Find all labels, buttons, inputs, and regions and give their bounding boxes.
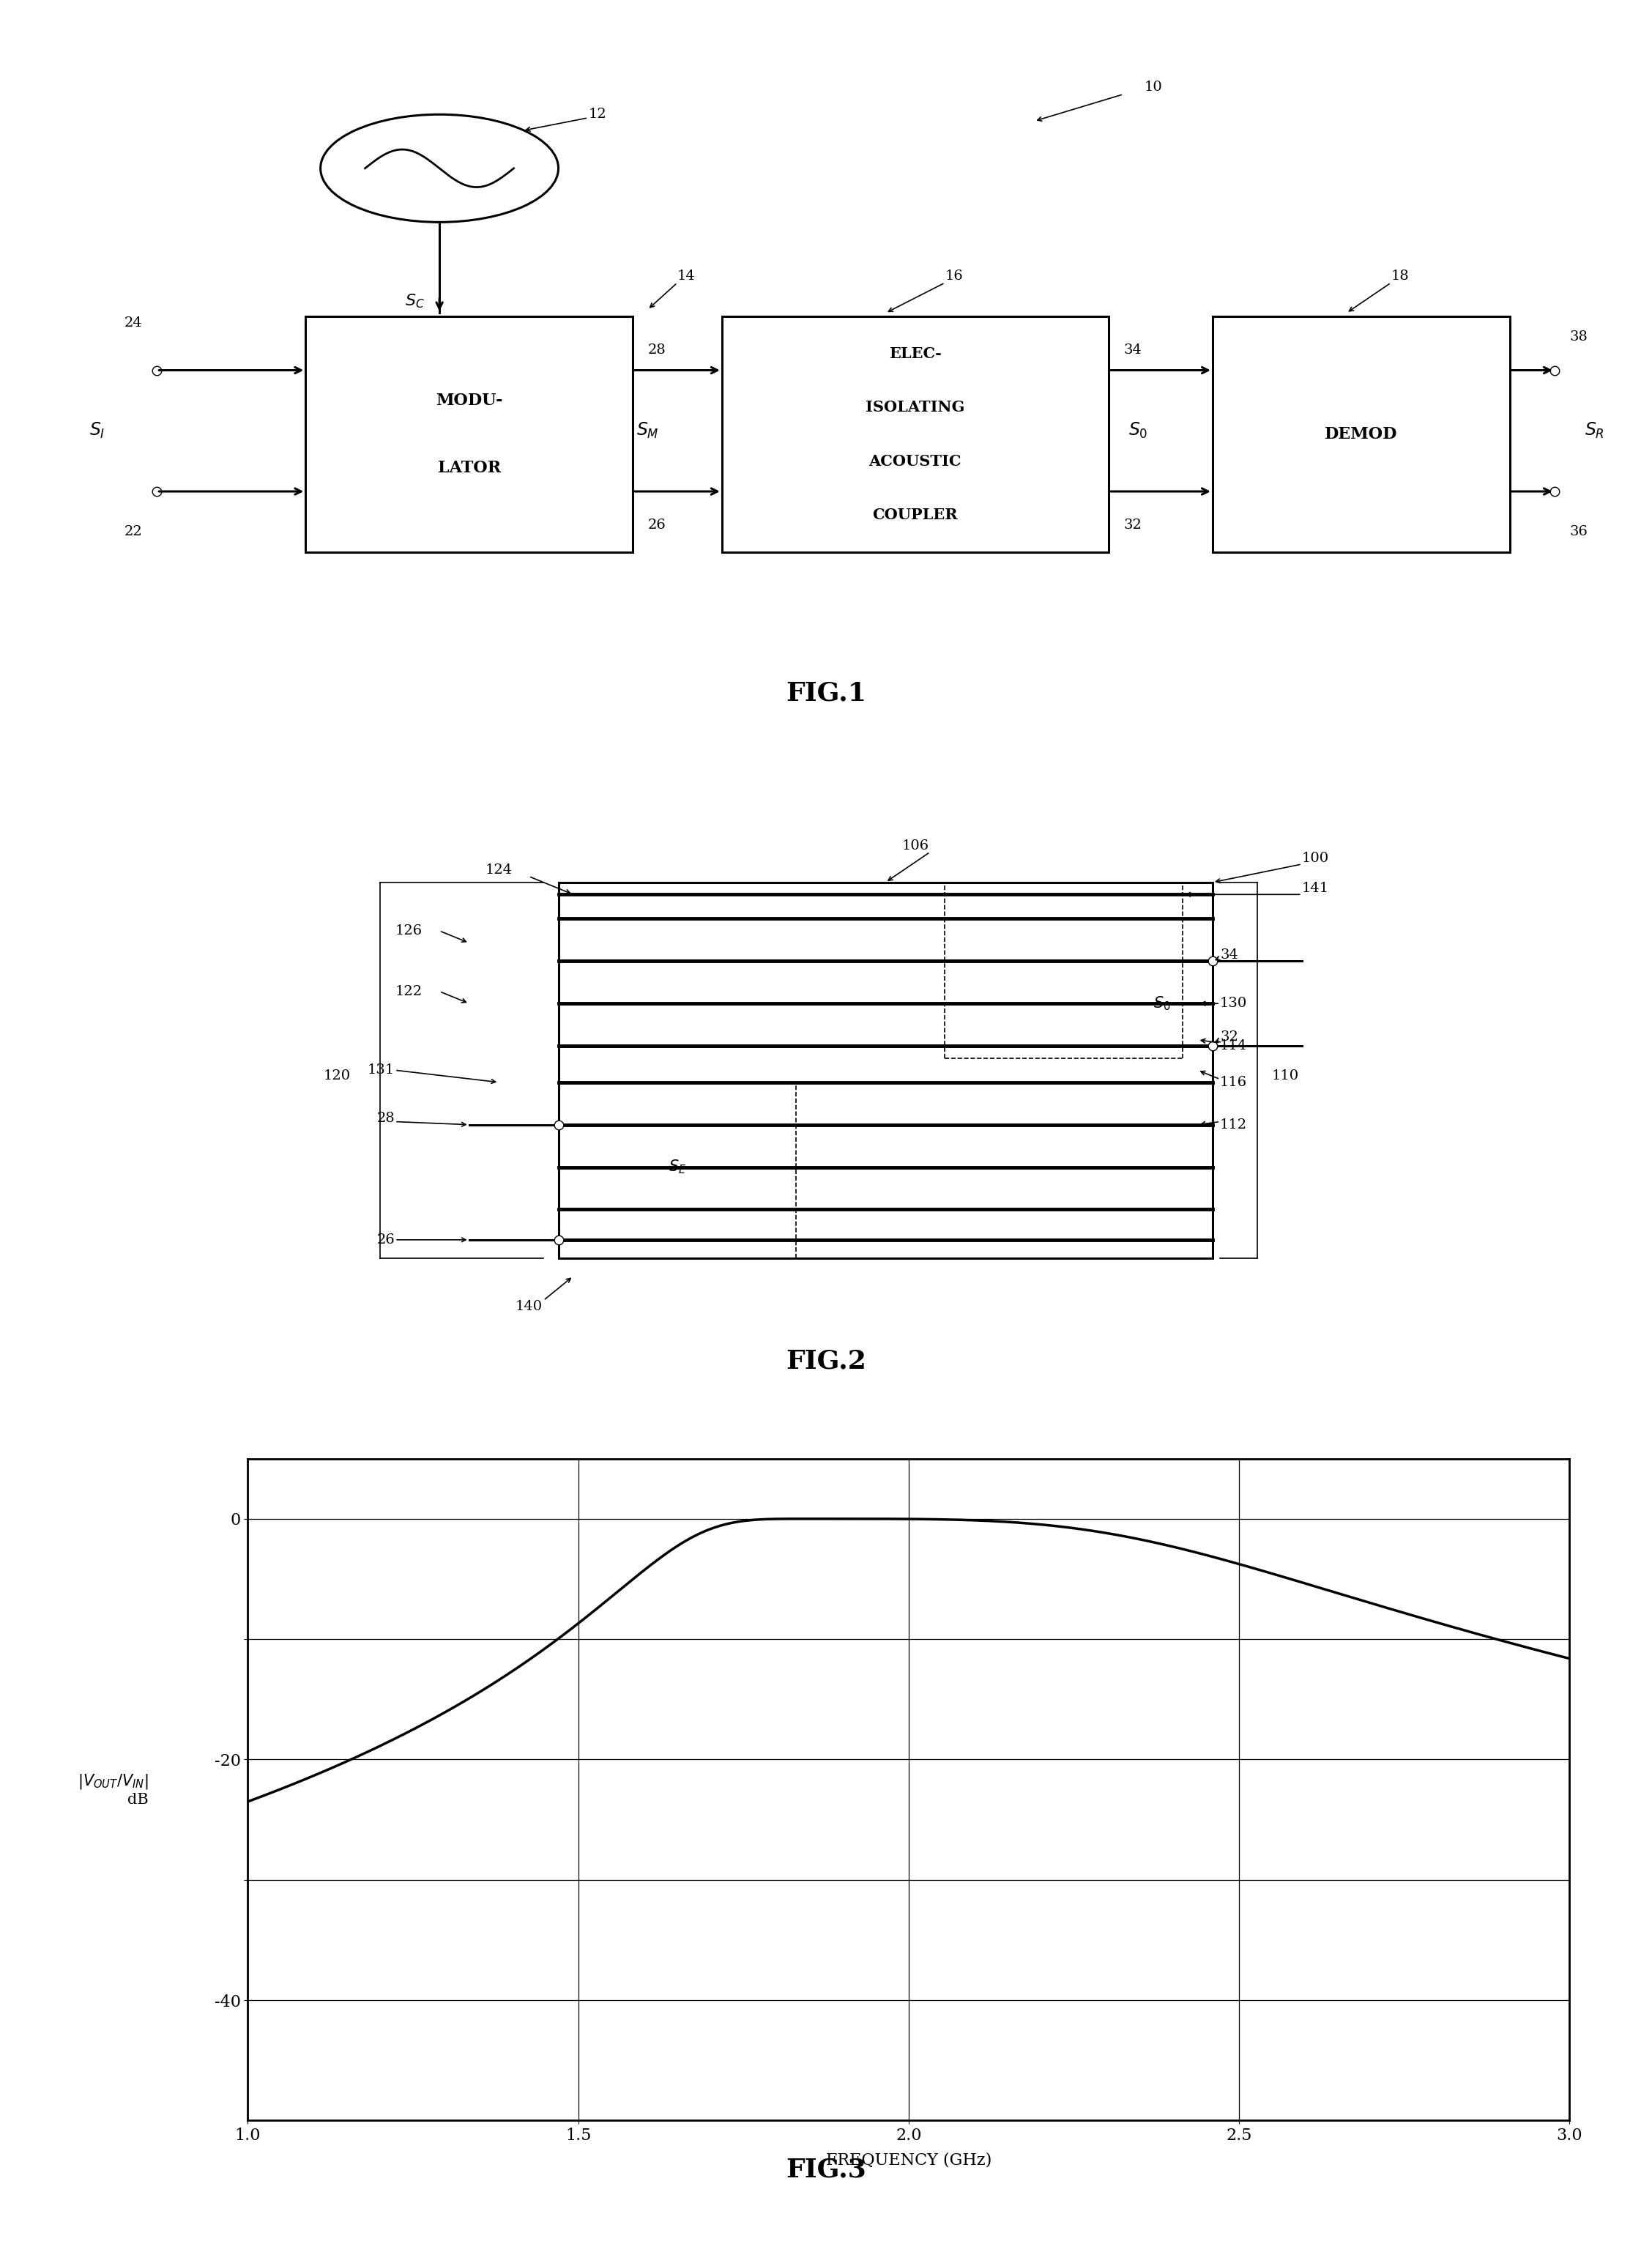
Text: ACOUSTIC: ACOUSTIC	[869, 453, 961, 469]
Text: 26: 26	[377, 1234, 395, 1245]
Text: 22: 22	[124, 525, 142, 539]
Text: ELEC-: ELEC-	[889, 346, 942, 361]
Text: 34: 34	[1123, 343, 1142, 357]
Text: 114: 114	[1219, 1039, 1247, 1052]
Text: 106: 106	[902, 839, 928, 853]
Text: 130: 130	[1219, 996, 1247, 1010]
Bar	[1213, 316, 1510, 552]
Text: 10: 10	[1145, 81, 1161, 94]
Text: 100: 100	[1302, 850, 1328, 864]
Y-axis label: $|V_{OUT}/V_{IN}|$
dB: $|V_{OUT}/V_{IN}|$ dB	[78, 1773, 149, 1806]
Text: FIG.3: FIG.3	[786, 2156, 866, 2183]
Text: MODU-: MODU-	[436, 393, 502, 408]
Text: 34: 34	[1219, 949, 1239, 963]
Bar	[722, 316, 1108, 552]
Text: 32: 32	[1219, 1030, 1239, 1043]
Text: 110: 110	[1272, 1070, 1298, 1084]
Text: 112: 112	[1219, 1118, 1247, 1131]
Text: 26: 26	[648, 518, 666, 532]
Text: DEMOD: DEMOD	[1325, 426, 1398, 442]
Text: 24: 24	[124, 316, 142, 330]
Text: 141: 141	[1302, 882, 1328, 895]
Text: 18: 18	[1391, 269, 1409, 283]
Text: $S_I$: $S_I$	[89, 422, 106, 440]
Text: 38: 38	[1569, 330, 1588, 343]
Text: 126: 126	[395, 925, 421, 938]
Text: 140: 140	[515, 1299, 542, 1313]
Text: $S_M$: $S_M$	[636, 422, 659, 440]
Text: 32: 32	[1123, 518, 1142, 532]
Text: 124: 124	[486, 864, 512, 877]
Bar	[306, 316, 633, 552]
Bar	[558, 882, 1213, 1259]
Text: 116: 116	[1219, 1075, 1247, 1088]
Text: 14: 14	[677, 269, 695, 283]
Text: 28: 28	[377, 1113, 395, 1124]
Text: $S_0$: $S_0$	[1128, 422, 1148, 440]
Text: 122: 122	[395, 985, 421, 999]
Text: $S_C$: $S_C$	[405, 292, 425, 310]
Circle shape	[320, 114, 558, 222]
Text: $S_R$: $S_R$	[1584, 422, 1604, 440]
Text: $S_E$: $S_E$	[669, 1158, 686, 1176]
Text: ISOLATING: ISOLATING	[866, 399, 965, 415]
Text: FIG.1: FIG.1	[786, 680, 866, 707]
Text: LATOR: LATOR	[438, 460, 501, 476]
Text: FIG.2: FIG.2	[786, 1349, 866, 1373]
Text: COUPLER: COUPLER	[872, 507, 958, 523]
Text: 12: 12	[588, 108, 606, 121]
Text: 120: 120	[324, 1070, 350, 1084]
X-axis label: FREQUENCY (GHz): FREQUENCY (GHz)	[826, 2152, 991, 2168]
Text: 28: 28	[648, 343, 666, 357]
Text: 36: 36	[1569, 525, 1588, 539]
Text: $S_0$: $S_0$	[1153, 994, 1170, 1012]
Text: 16: 16	[945, 269, 963, 283]
Text: 131: 131	[367, 1064, 395, 1077]
